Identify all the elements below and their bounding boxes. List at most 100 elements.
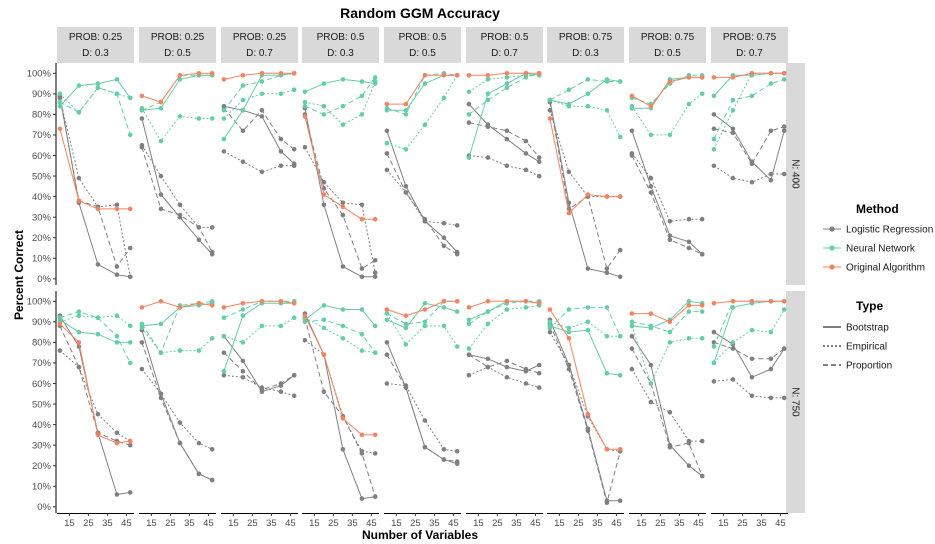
x-tick-label: 25 bbox=[737, 518, 748, 529]
data-point bbox=[57, 99, 63, 105]
y-tick-label: 70% bbox=[32, 358, 52, 369]
data-point bbox=[291, 87, 297, 92]
data-point bbox=[114, 206, 120, 212]
data-point bbox=[547, 307, 553, 312]
data-point bbox=[466, 101, 472, 107]
data-point bbox=[139, 145, 145, 150]
panel-r0-c0 bbox=[57, 77, 133, 280]
series-line bbox=[468, 366, 540, 389]
data-point bbox=[648, 103, 654, 109]
data-point bbox=[158, 138, 164, 144]
data-point bbox=[536, 301, 542, 306]
y-tick-label: 50% bbox=[32, 171, 52, 182]
data-point bbox=[422, 122, 428, 127]
data-point bbox=[485, 73, 491, 78]
data-point bbox=[667, 237, 673, 243]
data-point bbox=[76, 340, 82, 345]
data-point bbox=[648, 132, 654, 138]
data-point bbox=[403, 190, 409, 195]
data-point bbox=[504, 81, 510, 86]
series-line bbox=[713, 378, 785, 399]
data-point bbox=[711, 147, 717, 152]
data-point bbox=[617, 274, 623, 280]
data-point bbox=[302, 338, 308, 343]
x-tick-label: 45 bbox=[775, 518, 786, 529]
data-point bbox=[240, 159, 246, 164]
row-strip-label: N: 750 bbox=[790, 387, 801, 417]
series-line bbox=[386, 342, 458, 465]
data-point bbox=[177, 440, 183, 446]
data-point bbox=[359, 202, 365, 208]
data-point bbox=[617, 247, 623, 253]
data-point bbox=[617, 79, 623, 84]
data-point bbox=[278, 136, 284, 142]
data-point bbox=[259, 71, 265, 76]
data-point bbox=[485, 77, 491, 82]
col-strip-label: D: 0.5 bbox=[409, 48, 436, 59]
data-point bbox=[566, 366, 572, 372]
data-point bbox=[604, 270, 610, 276]
series-line bbox=[223, 317, 295, 343]
x-tick-label: 35 bbox=[674, 518, 685, 529]
data-point bbox=[95, 85, 101, 90]
data-point bbox=[422, 81, 428, 86]
data-point bbox=[422, 319, 428, 325]
data-point bbox=[321, 389, 327, 395]
data-point bbox=[221, 108, 227, 113]
data-point bbox=[585, 319, 591, 325]
x-tick-label: 45 bbox=[530, 518, 541, 529]
x-tick-label: 45 bbox=[448, 518, 459, 529]
data-point bbox=[781, 299, 787, 304]
data-point bbox=[139, 108, 145, 113]
data-point bbox=[566, 210, 572, 216]
col-strip-label: PROB: 0.5 bbox=[399, 32, 447, 43]
data-point bbox=[114, 430, 120, 436]
data-point bbox=[114, 272, 120, 278]
col-strip-label: D: 0.3 bbox=[82, 48, 109, 59]
data-point bbox=[114, 91, 120, 97]
data-point bbox=[340, 447, 346, 452]
data-point bbox=[485, 97, 491, 103]
data-point bbox=[221, 116, 227, 121]
series-line bbox=[223, 107, 295, 150]
data-point bbox=[566, 329, 572, 335]
data-point bbox=[340, 307, 346, 312]
col-strip-label: D: 0.7 bbox=[246, 48, 273, 59]
data-point bbox=[302, 145, 308, 150]
series-line bbox=[304, 319, 376, 353]
x-tick-label: 45 bbox=[366, 518, 377, 529]
data-point bbox=[781, 171, 787, 177]
data-point bbox=[291, 393, 297, 399]
series-line bbox=[141, 107, 213, 142]
panel-r0-c2 bbox=[221, 71, 297, 175]
data-point bbox=[384, 311, 390, 316]
data-point bbox=[422, 444, 428, 450]
legend-method-label: Neural Network bbox=[846, 244, 916, 255]
data-point bbox=[604, 108, 610, 113]
data-point bbox=[466, 352, 472, 358]
data-point bbox=[196, 116, 202, 121]
data-point bbox=[177, 114, 183, 119]
data-point bbox=[454, 449, 460, 454]
data-point bbox=[768, 171, 774, 177]
series-line bbox=[631, 368, 703, 442]
data-point bbox=[686, 299, 692, 304]
data-point bbox=[278, 71, 284, 76]
data-point bbox=[441, 323, 447, 329]
data-point bbox=[209, 225, 215, 230]
data-point bbox=[466, 155, 472, 160]
data-point bbox=[127, 245, 133, 251]
series-line bbox=[631, 130, 703, 255]
data-point bbox=[585, 77, 591, 82]
data-point bbox=[711, 93, 717, 99]
data-point bbox=[278, 299, 284, 304]
series-line bbox=[223, 374, 295, 397]
data-point bbox=[547, 97, 553, 103]
x-tick-label: 25 bbox=[165, 518, 176, 529]
series-line bbox=[468, 72, 540, 76]
y-axis-label: Percent Correct bbox=[12, 230, 26, 320]
data-point bbox=[127, 442, 133, 448]
x-tick-label: 25 bbox=[655, 518, 666, 529]
data-point bbox=[278, 323, 284, 329]
data-point bbox=[340, 212, 346, 218]
